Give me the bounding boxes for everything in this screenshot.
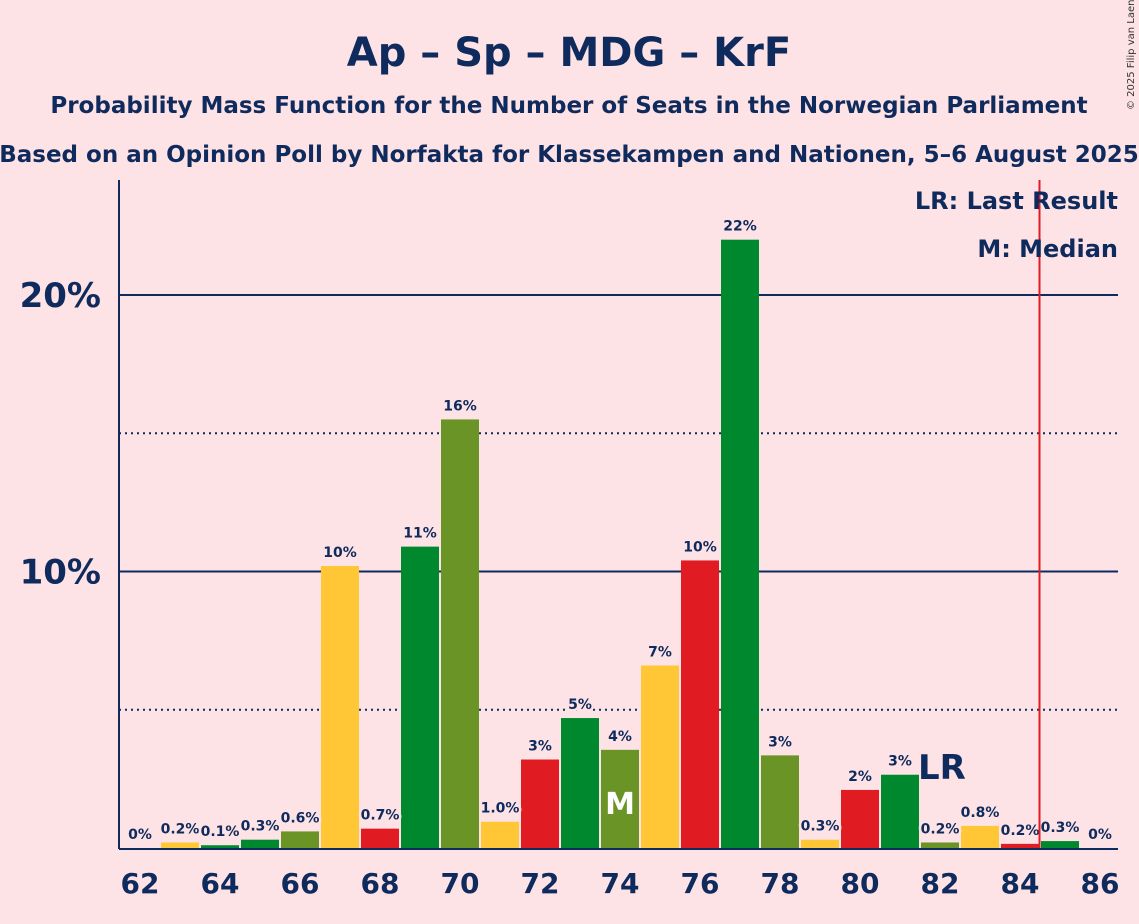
- x-tick-label: 78: [761, 867, 800, 900]
- x-tick-label: 86: [1081, 867, 1120, 900]
- legend-median: M: Median: [977, 235, 1118, 263]
- bar: [681, 560, 719, 848]
- x-tick-label: 84: [1001, 867, 1040, 900]
- data-label: 4%: [608, 729, 632, 745]
- x-tick-label: 72: [521, 867, 560, 900]
- data-label: 3%: [888, 754, 912, 770]
- data-label: 0.2%: [161, 821, 200, 837]
- chart-subtitle: Probability Mass Function for the Number…: [50, 93, 1087, 119]
- x-tick-label: 64: [201, 867, 240, 900]
- bar: [161, 842, 199, 848]
- data-label: 2%: [848, 769, 872, 785]
- data-labels: 0% 0.2% 0.1% 0.3%0.6%10%0.7%11%16%1.0%3%5%4…: [126, 216, 1115, 845]
- y-tick-label: 10%: [20, 553, 101, 593]
- bar: [881, 774, 919, 848]
- x-tick-label: 76: [681, 867, 720, 900]
- data-label: 0.8%: [961, 805, 1000, 821]
- bar: [961, 825, 999, 848]
- data-label: 22%: [723, 219, 757, 235]
- bar: [841, 789, 879, 848]
- bar: [201, 845, 239, 848]
- data-label: 1.0%: [481, 801, 520, 817]
- bar: [321, 565, 359, 848]
- bar: [281, 831, 319, 848]
- data-label: 0.3%: [1041, 820, 1080, 836]
- bar: [441, 419, 479, 848]
- data-label: 3%: [768, 734, 792, 750]
- bar: [241, 839, 279, 848]
- chart-subtitle-poll: Based on an Opinion Poll by Norfakta for…: [0, 142, 1139, 168]
- x-tick-label: 66: [281, 867, 320, 900]
- data-label: 0.1%: [201, 824, 240, 840]
- data-label: 10%: [323, 545, 357, 561]
- data-label: 0.6%: [281, 810, 320, 826]
- bar: [801, 839, 839, 848]
- data-label: 0.2%: [1001, 823, 1040, 839]
- bar: [481, 821, 519, 848]
- bar: [1001, 843, 1039, 848]
- bar: [641, 665, 679, 848]
- markers: M LR: [605, 180, 1041, 848]
- data-label: 5%: [568, 697, 592, 713]
- data-label: 0.7%: [361, 808, 400, 824]
- legend-last-result: LR: Last Result: [915, 187, 1118, 215]
- data-label: 11%: [403, 526, 437, 542]
- copyright-note: © 2025 Filip van Laenen: [1126, 0, 1137, 110]
- data-label: 0%: [1088, 827, 1112, 843]
- gridlines: [119, 294, 1118, 711]
- bar: [721, 239, 759, 848]
- data-label: 16%: [443, 398, 477, 414]
- x-tick-label: 74: [601, 867, 640, 900]
- chart-title: Ap – Sp – MDG – KrF: [347, 30, 791, 76]
- data-label: 0%: [128, 827, 152, 843]
- bar: [761, 755, 799, 848]
- bar: [561, 718, 599, 848]
- bars: [161, 239, 1079, 848]
- bar: [601, 749, 639, 848]
- x-tick-label: 80: [841, 867, 880, 900]
- data-label: 7%: [648, 645, 672, 661]
- data-label: 3%: [528, 739, 552, 755]
- data-label: 10%: [683, 539, 717, 555]
- x-tick-label: 70: [441, 867, 480, 900]
- last-result-marker: LR: [918, 748, 966, 788]
- axes: 10% 20% 62 64 66 68 70 72 74 76 78 80 82 84 86: [20, 180, 1120, 900]
- bar: [401, 546, 439, 848]
- median-marker: M: [605, 787, 635, 822]
- bar: [1041, 841, 1079, 848]
- bar: [521, 759, 559, 848]
- data-label: 0.3%: [801, 819, 840, 835]
- x-tick-label: 62: [121, 867, 160, 900]
- data-label: 0.3%: [241, 819, 280, 835]
- bar: [921, 842, 959, 848]
- data-label: 0.2%: [921, 821, 960, 837]
- y-tick-label: 20%: [20, 276, 101, 316]
- x-tick-label: 68: [361, 867, 400, 900]
- x-tick-label: 82: [921, 867, 960, 900]
- bar: [361, 828, 399, 848]
